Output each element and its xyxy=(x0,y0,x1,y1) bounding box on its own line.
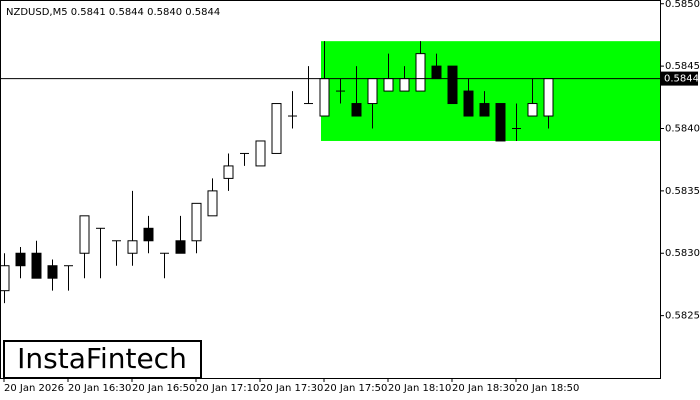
candle-body xyxy=(447,65,458,105)
candle-body xyxy=(271,103,282,154)
candle-body xyxy=(223,165,234,179)
candle-body xyxy=(31,252,42,279)
y-tick-label: 0.5840 xyxy=(665,123,700,134)
candle-body xyxy=(0,265,10,292)
y-tick-label: 0.5850 xyxy=(665,0,700,10)
candle-body xyxy=(415,53,426,92)
plot-frame xyxy=(0,0,661,379)
x-tick-label: 20 Jan 16:30 xyxy=(68,383,131,394)
x-tick-label: 20 Jan 2026 xyxy=(4,383,64,394)
candle-body xyxy=(143,227,154,242)
x-tick-label: 20 Jan 18:10 xyxy=(388,383,451,394)
candle-body xyxy=(399,78,410,92)
watermark: InstaFintech xyxy=(17,342,187,375)
candle-body xyxy=(463,90,474,117)
candle-body xyxy=(255,140,266,167)
x-tick-label: 20 Jan 17:50 xyxy=(324,383,387,394)
candle-body xyxy=(127,240,138,254)
candle-body xyxy=(431,65,442,80)
candle-body xyxy=(527,103,538,117)
current-price-box xyxy=(661,71,698,86)
candle-body xyxy=(319,78,330,117)
candle-body xyxy=(383,78,394,92)
candle-body xyxy=(495,103,506,142)
x-tick-label: 20 Jan 17:10 xyxy=(196,383,259,394)
candle-body xyxy=(479,103,490,117)
y-tick-label: 0.5845 xyxy=(665,61,700,72)
x-tick-label: 20 Jan 16:50 xyxy=(132,383,195,394)
candle-body xyxy=(79,215,90,254)
x-tick-label: 20 Jan 18:30 xyxy=(452,383,515,394)
y-tick-label: 0.5835 xyxy=(665,186,700,197)
current-price-label: 0.5844 xyxy=(664,74,699,85)
x-tick-label: 20 Jan 18:50 xyxy=(516,383,579,394)
candle-body xyxy=(175,240,186,254)
candle-body xyxy=(207,190,218,217)
y-tick-label: 0.5825 xyxy=(665,311,700,322)
candle-body xyxy=(543,78,554,117)
chart-title: NZDUSD,M5 0.5841 0.5844 0.5840 0.5844 xyxy=(6,7,220,18)
candle-body xyxy=(351,103,362,117)
y-tick-label: 0.5830 xyxy=(665,248,700,259)
candle-body xyxy=(47,265,58,279)
x-tick-label: 20 Jan 17:30 xyxy=(260,383,323,394)
watermark-box xyxy=(3,340,202,379)
candle-body xyxy=(367,78,378,105)
candle-body xyxy=(191,202,202,242)
candle-body xyxy=(15,252,26,267)
